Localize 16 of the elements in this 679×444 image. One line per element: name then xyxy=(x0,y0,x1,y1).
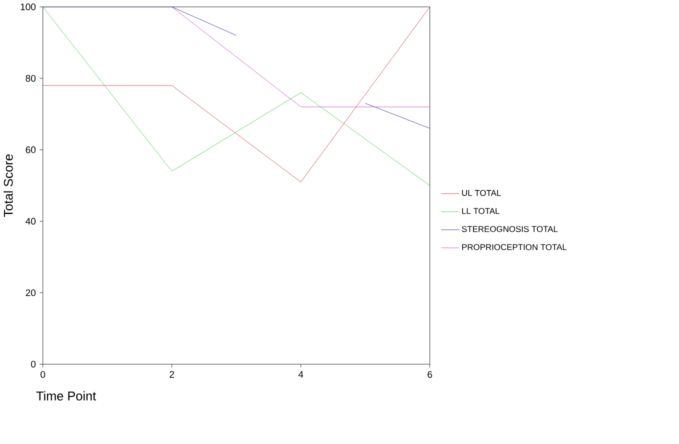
y-axis-title: Total Score xyxy=(4,154,13,218)
y-tick-label: 80 xyxy=(26,75,36,82)
y-tick-label: 40 xyxy=(26,218,36,225)
x-tick-label: 4 xyxy=(298,371,304,378)
legend-label: PROPRIOCEPTION TOTAL xyxy=(462,244,567,250)
y-tick-label: 0 xyxy=(31,360,36,368)
y-tick-label: 100 xyxy=(20,4,36,10)
x-axis-title: Time Point xyxy=(36,391,96,401)
x-tick-label: 2 xyxy=(170,371,174,378)
legend-label: STEREOGNOSIS TOTAL xyxy=(462,226,558,232)
x-tick-label: 6 xyxy=(428,371,432,378)
x-tick-label: 0 xyxy=(40,371,46,378)
legend-label: UL TOTAL xyxy=(462,190,501,196)
y-tick-label: 20 xyxy=(26,289,36,296)
legend-label: LL TOTAL xyxy=(462,208,500,214)
y-tick-label: 60 xyxy=(26,146,36,154)
